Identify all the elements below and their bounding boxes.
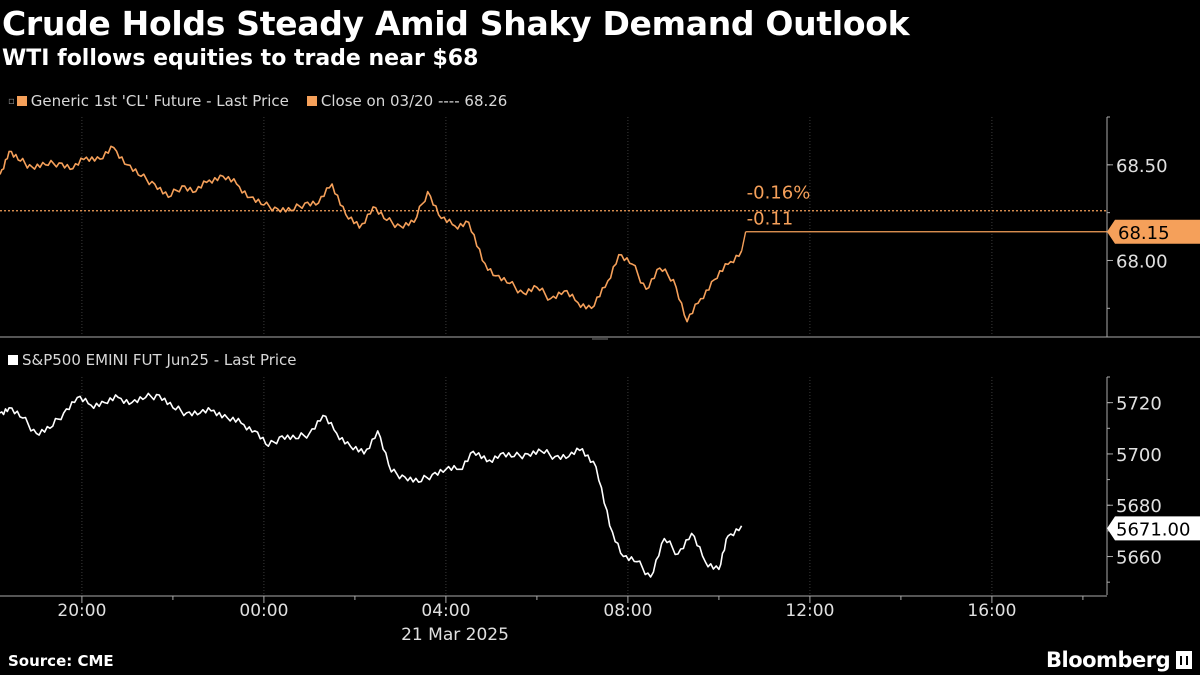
y-tick-label: 5660 <box>1116 548 1162 569</box>
last-value-label: 68.15 <box>1118 223 1170 244</box>
x-tick-label: 16:00 <box>967 601 1016 621</box>
last-connector <box>740 231 747 252</box>
crude-legend: ▫ Generic 1st 'CL' Future - Last Price C… <box>8 92 525 110</box>
y-tick-label: 68.50 <box>1116 156 1168 177</box>
legend-item-crude-price: Generic 1st 'CL' Future - Last Price <box>16 92 289 110</box>
x-tick-label: 04:00 <box>421 601 470 621</box>
last-value-label: 5671.00 <box>1116 519 1190 540</box>
change-pct-label: -0.16% <box>747 183 811 204</box>
y-tick-label: 5680 <box>1116 496 1162 517</box>
x-tick-label: 12:00 <box>785 601 834 621</box>
last-value-tag <box>1107 219 1200 244</box>
x-tick-label: 00:00 <box>239 601 288 621</box>
legend-swatch <box>306 96 317 106</box>
legend-marker-icon: ▫ <box>8 95 15 107</box>
chart-title: Crude Holds Steady Amid Shaky Demand Out… <box>2 4 910 43</box>
last-value-tag <box>1107 516 1200 541</box>
legend-swatch <box>8 355 18 365</box>
sp500-price-line <box>0 392 743 578</box>
x-date-label: 21 Mar 2025 <box>401 625 509 645</box>
source-note: Source: CME <box>8 652 114 670</box>
bloomberg-logo: Bloomberg <box>1046 648 1193 672</box>
x-tick-label: 20:00 <box>57 601 106 621</box>
sp500-legend: S&P500 EMINI FUT Jun25 - Last Price <box>8 351 315 369</box>
legend-swatch <box>16 96 27 106</box>
change-abs-label: -0.11 <box>747 209 794 230</box>
y-tick-label: 5700 <box>1116 445 1162 466</box>
legend-item-sp500: S&P500 EMINI FUT Jun25 - Last Price <box>8 351 297 369</box>
y-tick-label: 5720 <box>1116 394 1162 415</box>
crude-price-line <box>0 145 743 323</box>
legend-label: Generic 1st 'CL' Future - Last Price <box>30 92 289 110</box>
x-tick-label: 08:00 <box>603 601 652 621</box>
y-tick-label: 68.00 <box>1116 251 1168 272</box>
legend-label: S&P500 EMINI FUT Jun25 - Last Price <box>22 351 297 369</box>
bloomberg-terminal-icon <box>1176 651 1193 669</box>
legend-label: Close on 03/20 ---- 68.26 <box>320 92 508 110</box>
chart-subtitle: WTI follows equities to trade near $68 <box>2 46 479 71</box>
brand-wordmark: Bloomberg <box>1046 648 1171 672</box>
legend-item-prev-close: Close on 03/20 ---- 68.26 <box>306 92 508 110</box>
